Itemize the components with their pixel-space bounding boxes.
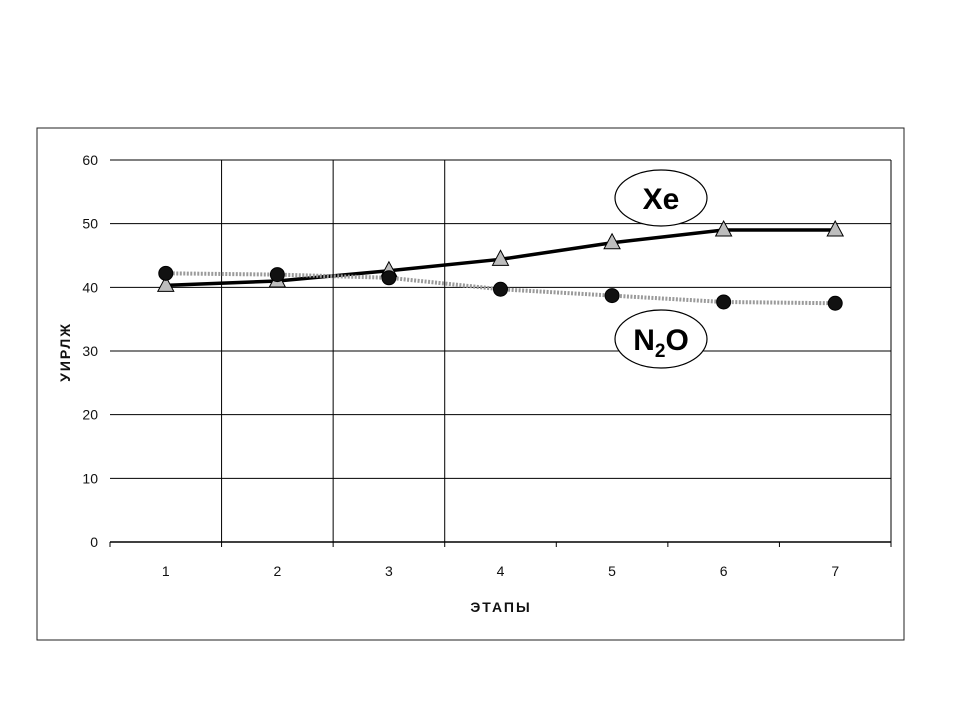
y-tick-label: 20: [82, 407, 98, 423]
xe-tag-ellipse: [614, 169, 708, 227]
xe-point: [156, 275, 175, 292]
y-tick-label: 50: [82, 216, 98, 232]
xe-point: [491, 249, 510, 266]
chart-border: [36, 127, 905, 641]
x-tick-label: 7: [831, 563, 839, 579]
plot-area: 0 10 20 30 40 50 60 1 2 3 4 5 6 7: [82, 152, 892, 579]
n2o-point: [716, 294, 732, 310]
n2o-tag-n: N: [633, 324, 655, 357]
x-axis-title: ЭТАПЫ: [470, 599, 531, 615]
xe-point: [714, 219, 733, 237]
x-tick-label: 3: [385, 563, 393, 579]
y-tick-label: 60: [82, 152, 98, 168]
n2o-tag-o: O: [665, 324, 688, 357]
y-tick-label: 30: [82, 343, 98, 359]
y-axis-title: УИРЛЖ: [57, 322, 73, 382]
x-tick-label: 2: [273, 563, 281, 579]
x-tick-label: 6: [720, 563, 728, 579]
xe-point: [603, 232, 621, 250]
x-tick-label: 5: [608, 563, 616, 579]
y-tick-label: 40: [82, 279, 98, 295]
n2o-series-tag: N2O: [614, 309, 708, 369]
n2o-point: [158, 265, 174, 281]
y-tick-label: 0: [90, 534, 98, 550]
xe-tag-label: Xe: [643, 183, 680, 216]
y-tick-label: 10: [82, 470, 98, 486]
n2o-point: [381, 270, 397, 286]
n2o-tag-ellipse: [614, 309, 708, 369]
n2o-tag-label: N2O: [633, 324, 689, 362]
x-tick-label: 4: [497, 563, 505, 579]
xe-point: [826, 219, 845, 237]
n2o-point: [269, 267, 285, 283]
x-tick-label: 1: [162, 563, 170, 579]
n2o-point: [827, 295, 843, 311]
n2o-tag-subscript: 2: [655, 341, 666, 362]
xe-series-tag: Xe: [614, 169, 708, 227]
n2o-point: [493, 281, 508, 297]
n2o-point: [604, 288, 620, 304]
